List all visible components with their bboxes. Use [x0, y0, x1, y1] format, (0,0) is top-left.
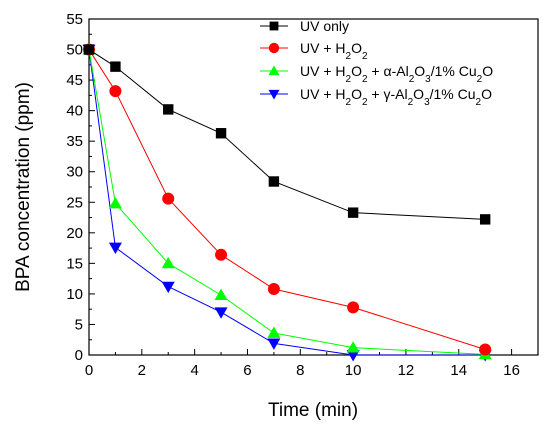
x-tick-label: 0 — [85, 362, 93, 379]
data-point — [110, 61, 121, 72]
data-point — [108, 196, 122, 209]
y-tick-label: 0 — [75, 347, 83, 364]
y-tick-label: 55 — [66, 11, 83, 28]
data-point — [267, 326, 281, 338]
data-point — [215, 128, 227, 139]
data-point — [161, 281, 175, 294]
data-point — [479, 343, 492, 356]
y-tick-label: 5 — [75, 316, 83, 333]
series-layer — [82, 43, 492, 362]
legend-item: UV + H2O2 + α-Al2O3/1% Cu2O — [260, 63, 493, 85]
series — [83, 44, 491, 225]
legend-item: UV only — [260, 18, 349, 34]
y-tick-label: 25 — [66, 194, 83, 211]
x-axis-title: Time (min) — [268, 400, 358, 421]
legend-marker — [268, 89, 280, 100]
y-tick-label: 15 — [66, 255, 83, 272]
legend-item: UV + H2O2 — [260, 40, 368, 62]
data-point — [268, 176, 280, 187]
data-point — [346, 341, 360, 353]
legend-marker — [268, 42, 280, 54]
x-tick-label: 14 — [450, 362, 467, 379]
data-point — [346, 350, 360, 362]
data-point — [347, 301, 360, 314]
legend-label: UV + H2O2 + α-Al2O3/1% Cu2O — [300, 63, 493, 85]
y-tick-label: 20 — [66, 225, 83, 242]
x-tick-label: 12 — [398, 362, 415, 379]
y-tick-label: 50 — [66, 42, 83, 59]
data-point — [163, 104, 174, 115]
y-tick-label: 45 — [66, 72, 83, 89]
legend-label: UV + H2O2 + γ-Al2O3/1% Cu2O — [300, 86, 492, 108]
x-tick-label: 4 — [190, 362, 198, 379]
data-point — [215, 248, 228, 261]
y-tick-label: 40 — [66, 103, 83, 120]
legend-label: UV only — [300, 18, 349, 34]
series-line — [88, 49, 486, 350]
data-point — [267, 338, 281, 350]
y-tick-label: 10 — [66, 286, 83, 303]
data-point — [108, 242, 122, 254]
x-tick-label: 6 — [243, 362, 251, 379]
x-tick-label: 8 — [296, 362, 304, 379]
data-point — [479, 214, 491, 225]
y-tick-label: 30 — [66, 164, 83, 181]
data-point — [214, 288, 228, 301]
axis-ticks: 0 2 4 6 8 10 12 14 16 0 5 10 15 20 25 30 35 40 45 50 55 — [66, 11, 520, 379]
data-point — [267, 283, 280, 296]
x-tick-label: 2 — [138, 362, 146, 379]
legend-marker — [269, 21, 279, 31]
legend-label: UV + H2O2 — [300, 40, 368, 62]
x-tick-label: 10 — [345, 362, 362, 379]
series-line — [88, 49, 486, 355]
data-point — [347, 207, 359, 218]
y-axis-title: BPA concentration (ppm) — [13, 82, 34, 292]
series-line — [88, 49, 486, 356]
data-point — [83, 44, 95, 55]
x-tick-label: 16 — [503, 362, 520, 379]
legend-marker — [268, 65, 280, 76]
data-point — [162, 192, 175, 205]
y-tick-label: 35 — [66, 133, 83, 150]
data-point — [161, 256, 175, 269]
data-point — [109, 85, 122, 98]
legend-item: UV + H2O2 + γ-Al2O3/1% Cu2O — [260, 86, 492, 108]
data-point — [214, 307, 228, 319]
